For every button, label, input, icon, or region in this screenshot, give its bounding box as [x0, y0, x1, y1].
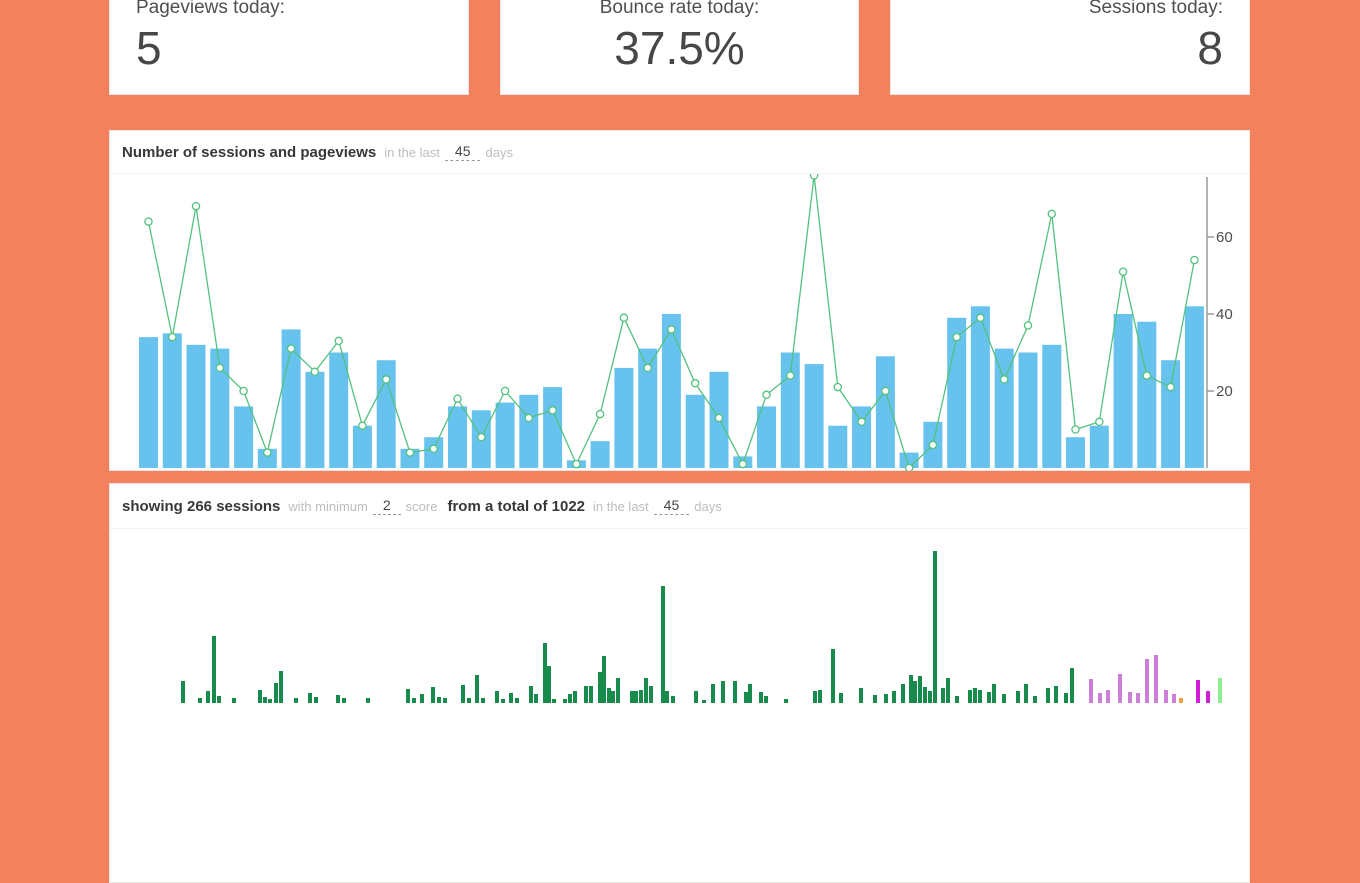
stat-card-label: Pageviews today: — [136, 0, 285, 18]
svg-text:20: 20 — [1216, 383, 1233, 400]
stat-card-bounce-rate: Bounce rate today: 37.5% — [499, 0, 860, 95]
sessions-panel-header: Number of sessions and pageviews in the … — [110, 131, 1249, 174]
svg-text:40: 40 — [1216, 306, 1233, 323]
stat-card-label: Bounce rate today: — [599, 0, 760, 18]
sessions-pageviews-chart[interactable]: 20 40 60 — [110, 174, 1249, 471]
total-sessions-label: from a total of 1022 — [447, 497, 586, 515]
panel-title: Number of sessions and pageviews — [122, 143, 377, 161]
in-the-last-label: in the last — [384, 144, 440, 160]
days-label: days — [485, 144, 513, 160]
days-input[interactable]: 45 — [653, 497, 690, 515]
showing-sessions-label: showing 266 sessions — [122, 497, 281, 515]
with-minimum-label: with minimum — [288, 498, 368, 514]
stat-card-value: 37.5% — [614, 22, 745, 74]
svg-text:60: 60 — [1216, 229, 1233, 246]
stat-card-label: Sessions today: — [1088, 0, 1224, 18]
sessions-pageviews-panel: Number of sessions and pageviews in the … — [109, 130, 1250, 471]
score-panel-header: showing 266 sessions with minimum 2 scor… — [110, 484, 1249, 529]
dashboard-page: { "page": {"background": "#f4815d", "pan… — [109, 0, 1251, 883]
stat-card-pageviews: Pageviews today: 5 — [109, 0, 469, 95]
session-score-chart-svg[interactable] — [110, 529, 1249, 703]
min-score-input[interactable]: 2 — [372, 497, 401, 515]
stat-card-value: 8 — [1197, 22, 1224, 74]
in-the-last-label: in the last — [593, 498, 649, 514]
score-label: score — [405, 498, 438, 514]
sessions-pageviews-chart-svg[interactable]: 20 40 60 — [110, 174, 1249, 471]
score-sessions-panel: showing 266 sessions with minimum 2 scor… — [109, 483, 1250, 883]
session-score-chart[interactable] — [110, 529, 1249, 703]
days-label: days — [694, 498, 722, 514]
days-input[interactable]: 45 — [444, 143, 481, 161]
stat-cards-row: Pageviews today: 5 Bounce rate today: 37… — [109, 0, 1251, 95]
stat-card-value: 5 — [136, 22, 162, 74]
stat-card-sessions: Sessions today: 8 — [890, 0, 1251, 95]
